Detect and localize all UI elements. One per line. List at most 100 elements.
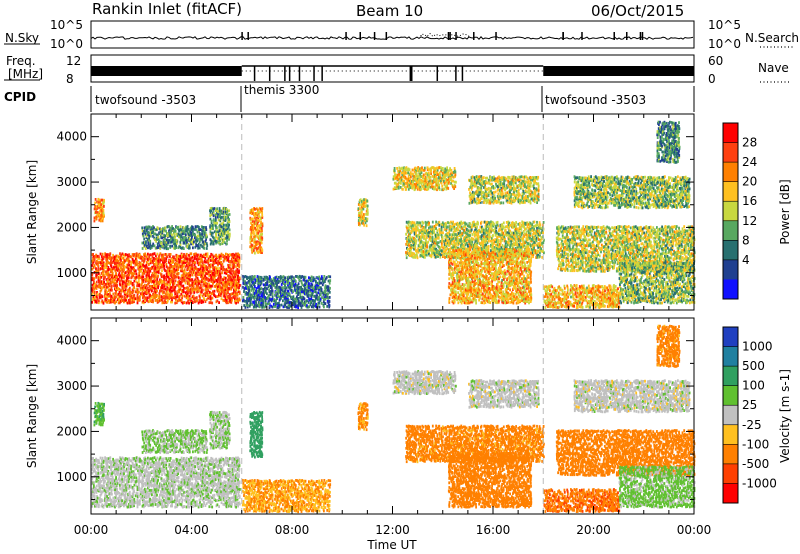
power-echo-cell (219, 275, 222, 279)
power-echo-cell (181, 296, 183, 300)
power-echo-cell (127, 290, 129, 294)
power-echo-cell (210, 239, 213, 243)
power-echo-cell (164, 260, 166, 263)
power-echo-cell (217, 263, 219, 267)
power-echo-cell (176, 256, 178, 259)
power-echo-cell (235, 283, 238, 287)
power-echo-cell (363, 213, 365, 216)
power-echo-cell (189, 275, 191, 279)
power-echo-cell (402, 187, 404, 191)
power-echo-cell (125, 284, 128, 288)
freq-left-tick-top: 12 (66, 54, 81, 68)
power-echo-cell (181, 259, 184, 263)
power-echo-cell (139, 253, 141, 257)
power-echo-cell (454, 173, 457, 177)
power-echo-cell (91, 278, 94, 282)
power-echo-cell (446, 225, 449, 229)
power-echo-cell (231, 275, 234, 279)
power-echo-cell (162, 227, 164, 231)
power-echo-cell (198, 298, 201, 302)
cpid-segment-2: themis 3300 (244, 83, 319, 97)
power-echo-cell (106, 291, 108, 294)
power-echo-cell (227, 280, 229, 284)
power-echo-cell (238, 253, 241, 257)
power-echo-cell (393, 167, 396, 170)
power-echo-cell (116, 275, 119, 279)
power-echo-cell (115, 257, 118, 261)
power-echo-cell (152, 252, 154, 256)
power-echo-cell (91, 272, 94, 275)
power-echo-cell (100, 198, 103, 202)
power-echo-cell (157, 233, 159, 237)
power-echo-cell (447, 173, 450, 177)
power-echo-cell (192, 230, 194, 233)
power-echo-cell (173, 295, 176, 299)
power-echo-cell (189, 284, 191, 288)
power-echo-cell (178, 283, 180, 287)
power-echo-cell (157, 260, 160, 263)
power-echo-cell (155, 285, 158, 288)
power-echo-cell (114, 269, 117, 273)
power-echo-cell (461, 242, 463, 246)
power-echo-cell (138, 276, 140, 279)
power-echo-cell (105, 253, 108, 257)
power-echo-cell (237, 283, 239, 287)
power-echo-cell (96, 298, 99, 301)
power-echo-cell (155, 270, 158, 274)
power-echo-cell (213, 268, 216, 272)
power-echo-cell (173, 270, 176, 274)
power-echo-cell (194, 300, 196, 304)
power-echo-cell (198, 268, 201, 272)
power-echo-cell (251, 223, 253, 227)
power-echo-cell (137, 265, 139, 268)
power-echo-cell (216, 295, 219, 298)
power-echo-cell (147, 275, 150, 279)
power-echo-cell (473, 220, 475, 224)
power-echo-cell (307, 289, 310, 293)
power-echo-cell (181, 279, 183, 283)
power-echo-cell (416, 253, 418, 257)
power-echo-cell (225, 298, 228, 302)
power-echo-cell (147, 227, 149, 230)
power-echo-cell (174, 279, 177, 283)
power-echo-cell (102, 202, 105, 205)
power-echo-cell (100, 213, 103, 217)
power-echo-cell (158, 282, 161, 286)
power-echo-cell (232, 260, 235, 263)
power-echo-cell (196, 290, 199, 294)
power-echo-cell (178, 264, 181, 267)
power-echo-cell (178, 281, 180, 285)
power-echo-cell (228, 287, 231, 290)
power-echo-cell (118, 258, 121, 261)
power-echo-cell (243, 290, 245, 293)
power-echo-cell (182, 236, 185, 239)
power-echo-cell (446, 166, 448, 170)
power-echo-cell (284, 276, 286, 280)
power-echo-cell (406, 237, 409, 241)
power-echo-cell (405, 256, 408, 260)
power-echo-cell (97, 270, 100, 273)
power-echo-cell (93, 287, 96, 291)
power-echo-cell (169, 274, 172, 277)
power-echo-cell (117, 301, 120, 305)
power-echo-cell (189, 258, 191, 261)
power-echo-cell (141, 229, 144, 233)
power-echo-cell (145, 265, 147, 269)
power-echo-cell (174, 290, 177, 294)
power-echo-cell (112, 253, 114, 257)
power-echo-cell (245, 281, 248, 285)
power-echo-cell (429, 175, 432, 179)
power-echo-cell (308, 282, 310, 286)
power-echo-cell (152, 234, 154, 238)
power-echo-cell (163, 243, 166, 247)
power-echo-cell (147, 277, 149, 281)
power-echo-cell (163, 257, 166, 260)
power-echo-cell (396, 167, 398, 170)
power-echo-cell (102, 301, 105, 305)
power-echo-cell (153, 271, 156, 275)
power-echo-cell (107, 279, 110, 283)
power-echo-cell (186, 229, 188, 233)
power-echo-cell (92, 295, 95, 298)
power-echo-cell (297, 297, 300, 300)
power-echo-cell (109, 280, 112, 284)
